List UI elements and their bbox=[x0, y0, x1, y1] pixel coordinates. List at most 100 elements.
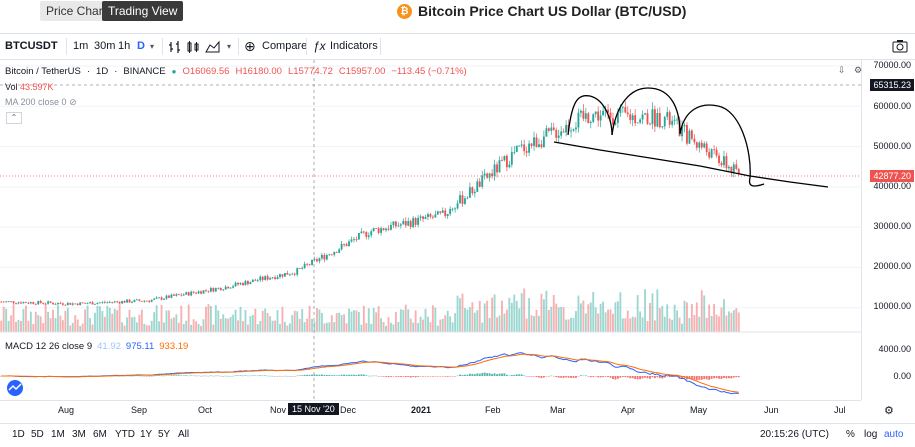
volume-bar bbox=[175, 314, 178, 332]
macd-histogram-bar bbox=[138, 375, 141, 377]
volume-bar bbox=[71, 322, 74, 332]
candle bbox=[666, 107, 669, 120]
volume-bar bbox=[145, 325, 148, 332]
volume-bar bbox=[693, 315, 696, 332]
macd-histogram-bar bbox=[308, 374, 311, 376]
plus-circle-icon[interactable]: ⊕ bbox=[244, 38, 256, 54]
scale-lock-icon[interactable]: ⇩ bbox=[838, 65, 846, 75]
bar-chart-icon[interactable] bbox=[168, 40, 182, 54]
volume-bar bbox=[69, 325, 72, 332]
gear-icon[interactable]: ⚙ bbox=[884, 405, 894, 417]
interval-30m[interactable]: 30m bbox=[94, 40, 116, 52]
volume-bar bbox=[330, 315, 333, 332]
range-5d[interactable]: 5D bbox=[31, 429, 44, 440]
chevron-down-icon[interactable]: ▾ bbox=[150, 42, 155, 51]
range-3m[interactable]: 3M bbox=[72, 429, 86, 440]
auto-scale-button[interactable]: auto bbox=[884, 429, 904, 440]
macd-histogram-bar bbox=[163, 375, 165, 377]
collapse-legend-button[interactable]: ⌃ bbox=[6, 112, 22, 124]
range-1y[interactable]: 1Y bbox=[140, 429, 153, 440]
macd-histogram-bar bbox=[175, 375, 178, 376]
volume-bar bbox=[66, 307, 69, 332]
macd-histogram-bar bbox=[422, 376, 424, 377]
volume-bar bbox=[732, 310, 735, 332]
candle bbox=[530, 143, 533, 149]
time-axis[interactable]: Aug Sep Oct Nov Dec 2021 Feb Mar Apr May… bbox=[0, 400, 894, 420]
legend-pair[interactable]: Bitcoin / TetherUS bbox=[5, 66, 81, 77]
candle bbox=[113, 300, 116, 304]
candle bbox=[345, 242, 348, 247]
volume-bar bbox=[431, 305, 434, 332]
volume-bar bbox=[589, 302, 592, 332]
macd-label[interactable]: MACD 12 26 close 9 bbox=[5, 341, 93, 352]
volume-bar bbox=[436, 325, 439, 332]
tradingview-logo-icon[interactable] bbox=[4, 380, 26, 396]
volume-bar bbox=[148, 325, 151, 332]
volume-bar bbox=[394, 311, 397, 332]
compare-button[interactable]: Compare bbox=[262, 40, 308, 52]
settings-icon[interactable]: ⚙ bbox=[854, 65, 863, 75]
range-5y[interactable]: 5Y bbox=[158, 429, 171, 440]
range-1m[interactable]: 1M bbox=[51, 429, 65, 440]
volume-bar bbox=[372, 308, 375, 332]
candles-icon[interactable] bbox=[186, 40, 200, 54]
camera-icon[interactable] bbox=[892, 39, 908, 53]
log-scale-button[interactable]: log bbox=[864, 429, 878, 440]
macd-histogram-bar bbox=[700, 376, 703, 380]
macd-histogram-bar bbox=[328, 375, 331, 376]
candle bbox=[37, 300, 40, 305]
tab-trading-view[interactable]: Trading View bbox=[102, 1, 184, 21]
area-chart-icon[interactable] bbox=[205, 40, 221, 54]
range-1d[interactable]: 1D bbox=[12, 429, 25, 440]
range-all[interactable]: All bbox=[178, 429, 190, 440]
volume-bar bbox=[155, 305, 158, 332]
macd-histogram-bar bbox=[658, 376, 661, 379]
volume-bar bbox=[209, 305, 212, 332]
candle bbox=[715, 146, 718, 158]
ma-label[interactable]: MA 200 close 0 bbox=[5, 97, 67, 107]
macd-histogram-bar bbox=[365, 375, 368, 376]
candle bbox=[74, 303, 77, 305]
indicators-button[interactable]: Indicators bbox=[330, 40, 378, 52]
volume-bar bbox=[491, 297, 494, 332]
chevron-down-icon[interactable]: ▾ bbox=[227, 42, 232, 51]
legend-low: L15774.72 bbox=[287, 66, 333, 77]
volume-bar bbox=[584, 313, 587, 332]
candle bbox=[296, 267, 299, 277]
candle bbox=[266, 274, 269, 281]
interval-1d[interactable]: D bbox=[137, 40, 145, 52]
candle bbox=[20, 301, 22, 305]
function-icon[interactable]: ƒx bbox=[313, 39, 326, 53]
candle bbox=[185, 291, 188, 295]
eye-hidden-icon[interactable]: ⊘ bbox=[69, 97, 77, 107]
volume-bar bbox=[222, 314, 225, 332]
macd-histogram-bar bbox=[402, 376, 405, 377]
symbol-search[interactable]: BTCUSDT bbox=[5, 40, 58, 52]
interval-1m[interactable]: 1m bbox=[73, 40, 89, 52]
volume-bar bbox=[634, 317, 637, 332]
interval-1h[interactable]: 1h bbox=[118, 40, 131, 52]
price-chart[interactable] bbox=[0, 60, 861, 400]
candle bbox=[57, 302, 59, 305]
macd-histogram-bar bbox=[565, 376, 568, 378]
macd-histogram-bar bbox=[244, 375, 247, 376]
range-ytd[interactable]: YTD bbox=[115, 429, 135, 440]
candle bbox=[441, 207, 444, 214]
volume-bar bbox=[340, 314, 343, 332]
macd-histogram-bar bbox=[360, 374, 363, 376]
candle bbox=[653, 105, 656, 132]
candle bbox=[81, 302, 84, 304]
tab-price-chart[interactable]: Price Chart bbox=[40, 1, 113, 21]
volume-bar bbox=[658, 308, 661, 332]
range-6m[interactable]: 6M bbox=[93, 429, 107, 440]
candle bbox=[49, 301, 52, 304]
utc-clock[interactable]: 20:15:26 (UTC) bbox=[760, 429, 829, 440]
volume-bar bbox=[158, 321, 161, 332]
price-axis[interactable]: ⇩ ⚙ 70000.00 60000.00 50000.00 40000.00 … bbox=[838, 60, 915, 400]
candle bbox=[108, 300, 111, 304]
percent-scale-button[interactable]: % bbox=[846, 429, 855, 440]
volume-bar bbox=[737, 312, 740, 332]
macd-histogram-bar bbox=[283, 375, 286, 377]
time-label: Jun bbox=[764, 405, 779, 415]
macd-histogram-bar bbox=[649, 376, 651, 379]
